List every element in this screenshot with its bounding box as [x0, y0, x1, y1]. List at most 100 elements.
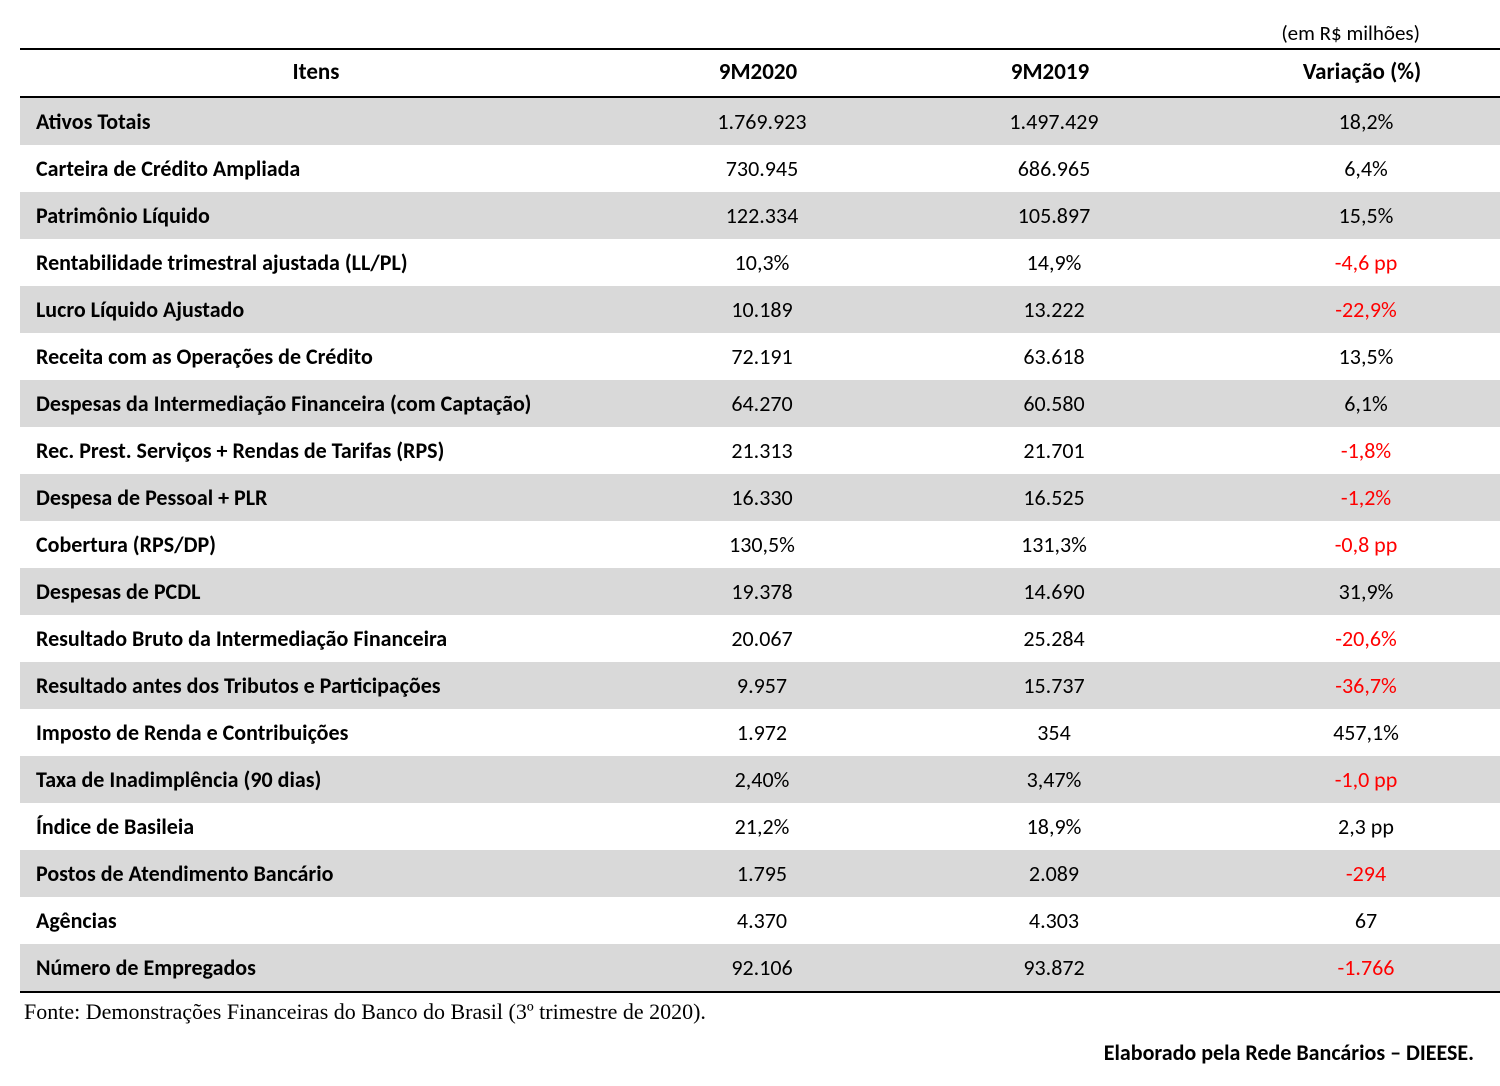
- table-row: Resultado antes dos Tributos e Participa…: [20, 662, 1500, 709]
- cell-variation: -36,7%: [1196, 662, 1500, 709]
- cell-variation: -4,6 pp: [1196, 239, 1500, 286]
- cell-variation: 18,2%: [1196, 97, 1500, 145]
- cell-variation: 15,5%: [1196, 192, 1500, 239]
- cell-item: Patrimônio Líquido: [20, 192, 612, 239]
- cell-variation: -1.766: [1196, 944, 1500, 992]
- table-row: Imposto de Renda e Contribuições1.972354…: [20, 709, 1500, 756]
- cell-item: Despesa de Pessoal + PLR: [20, 474, 612, 521]
- table-row: Receita com as Operações de Crédito72.19…: [20, 333, 1500, 380]
- table-row: Agências4.3704.30367: [20, 897, 1500, 944]
- cell-2020: 4.370: [612, 897, 904, 944]
- cell-2019: 4.303: [904, 897, 1196, 944]
- cell-2020: 130,5%: [612, 521, 904, 568]
- cell-variation: -0,8 pp: [1196, 521, 1500, 568]
- table-row: Resultado Bruto da Intermediação Finance…: [20, 615, 1500, 662]
- cell-variation: 13,5%: [1196, 333, 1500, 380]
- cell-2019: 63.618: [904, 333, 1196, 380]
- cell-item: Carteira de Crédito Ampliada: [20, 145, 612, 192]
- cell-2019: 131,3%: [904, 521, 1196, 568]
- cell-2020: 19.378: [612, 568, 904, 615]
- cell-variation: -1,0 pp: [1196, 756, 1500, 803]
- table-row: Cobertura (RPS/DP)130,5%131,3%-0,8 pp: [20, 521, 1500, 568]
- cell-variation: 2,3 pp: [1196, 803, 1500, 850]
- cell-item: Índice de Basileia: [20, 803, 612, 850]
- cell-variation: -22,9%: [1196, 286, 1500, 333]
- cell-item: Rec. Prest. Serviços + Rendas de Tarifas…: [20, 427, 612, 474]
- table-row: Lucro Líquido Ajustado10.18913.222-22,9%: [20, 286, 1500, 333]
- cell-item: Resultado Bruto da Intermediação Finance…: [20, 615, 612, 662]
- cell-2019: 105.897: [904, 192, 1196, 239]
- table-row: Número de Empregados92.10693.872-1.766: [20, 944, 1500, 992]
- cell-2020: 730.945: [612, 145, 904, 192]
- cell-2019: 1.497.429: [904, 97, 1196, 145]
- cell-2020: 1.972: [612, 709, 904, 756]
- cell-2020: 72.191: [612, 333, 904, 380]
- cell-2020: 10,3%: [612, 239, 904, 286]
- table-row: Carteira de Crédito Ampliada730.945686.9…: [20, 145, 1500, 192]
- table-row: Despesa de Pessoal + PLR16.33016.525-1,2…: [20, 474, 1500, 521]
- cell-2019: 15.737: [904, 662, 1196, 709]
- cell-variation: 31,9%: [1196, 568, 1500, 615]
- cell-2019: 25.284: [904, 615, 1196, 662]
- cell-2019: 21.701: [904, 427, 1196, 474]
- cell-2020: 9.957: [612, 662, 904, 709]
- cell-2020: 21,2%: [612, 803, 904, 850]
- cell-2020: 1.795: [612, 850, 904, 897]
- table-row: Patrimônio Líquido122.334105.89715,5%: [20, 192, 1500, 239]
- financial-table: Itens 9M2020 9M2019 Variação (%) Ativos …: [20, 48, 1500, 993]
- table-row: Despesas da Intermediação Financeira (co…: [20, 380, 1500, 427]
- table-row: Rec. Prest. Serviços + Rendas de Tarifas…: [20, 427, 1500, 474]
- cell-2020: 16.330: [612, 474, 904, 521]
- cell-2020: 1.769.923: [612, 97, 904, 145]
- cell-2019: 93.872: [904, 944, 1196, 992]
- credit-line: Elaborado pela Rede Bancários – DIEESE.: [20, 1025, 1480, 1066]
- cell-variation: -294: [1196, 850, 1500, 897]
- cell-2020: 92.106: [612, 944, 904, 992]
- cell-2019: 354: [904, 709, 1196, 756]
- cell-2020: 20.067: [612, 615, 904, 662]
- cell-variation: -1,8%: [1196, 427, 1500, 474]
- cell-2019: 14,9%: [904, 239, 1196, 286]
- table-header-row: Itens 9M2020 9M2019 Variação (%): [20, 49, 1500, 97]
- cell-item: Agências: [20, 897, 612, 944]
- table-row: Postos de Atendimento Bancário1.7952.089…: [20, 850, 1500, 897]
- cell-item: Lucro Líquido Ajustado: [20, 286, 612, 333]
- cell-item: Ativos Totais: [20, 97, 612, 145]
- cell-item: Cobertura (RPS/DP): [20, 521, 612, 568]
- table-container: (em R$ milhões) Itens 9M2020 9M2019 Vari…: [20, 20, 1480, 1066]
- col-header-2019: 9M2019: [904, 49, 1196, 97]
- cell-item: Despesas da Intermediação Financeira (co…: [20, 380, 612, 427]
- table-row: Índice de Basileia21,2%18,9%2,3 pp: [20, 803, 1500, 850]
- table-row: Ativos Totais1.769.9231.497.42918,2%: [20, 97, 1500, 145]
- cell-variation: 6,4%: [1196, 145, 1500, 192]
- cell-item: Imposto de Renda e Contribuições: [20, 709, 612, 756]
- cell-variation: 6,1%: [1196, 380, 1500, 427]
- cell-2019: 686.965: [904, 145, 1196, 192]
- cell-2019: 13.222: [904, 286, 1196, 333]
- cell-variation: -1,2%: [1196, 474, 1500, 521]
- cell-2019: 16.525: [904, 474, 1196, 521]
- cell-item: Despesas de PCDL: [20, 568, 612, 615]
- col-header-item: Itens: [20, 49, 612, 97]
- cell-item: Postos de Atendimento Bancário: [20, 850, 612, 897]
- cell-2019: 3,47%: [904, 756, 1196, 803]
- unit-note: (em R$ milhões): [20, 20, 1480, 46]
- cell-2020: 122.334: [612, 192, 904, 239]
- table-row: Taxa de Inadimplência (90 dias)2,40%3,47…: [20, 756, 1500, 803]
- source-footnote: Fonte: Demonstrações Financeiras do Banc…: [20, 993, 1480, 1025]
- cell-2019: 18,9%: [904, 803, 1196, 850]
- cell-variation: -20,6%: [1196, 615, 1500, 662]
- cell-2020: 21.313: [612, 427, 904, 474]
- table-row: Rentabilidade trimestral ajustada (LL/PL…: [20, 239, 1500, 286]
- cell-2020: 10.189: [612, 286, 904, 333]
- cell-variation: 67: [1196, 897, 1500, 944]
- table-body: Ativos Totais1.769.9231.497.42918,2%Cart…: [20, 97, 1500, 992]
- cell-item: Receita com as Operações de Crédito: [20, 333, 612, 380]
- cell-2019: 60.580: [904, 380, 1196, 427]
- cell-variation: 457,1%: [1196, 709, 1500, 756]
- cell-item: Resultado antes dos Tributos e Participa…: [20, 662, 612, 709]
- cell-item: Taxa de Inadimplência (90 dias): [20, 756, 612, 803]
- col-header-2020: 9M2020: [612, 49, 904, 97]
- cell-item: Número de Empregados: [20, 944, 612, 992]
- cell-2019: 2.089: [904, 850, 1196, 897]
